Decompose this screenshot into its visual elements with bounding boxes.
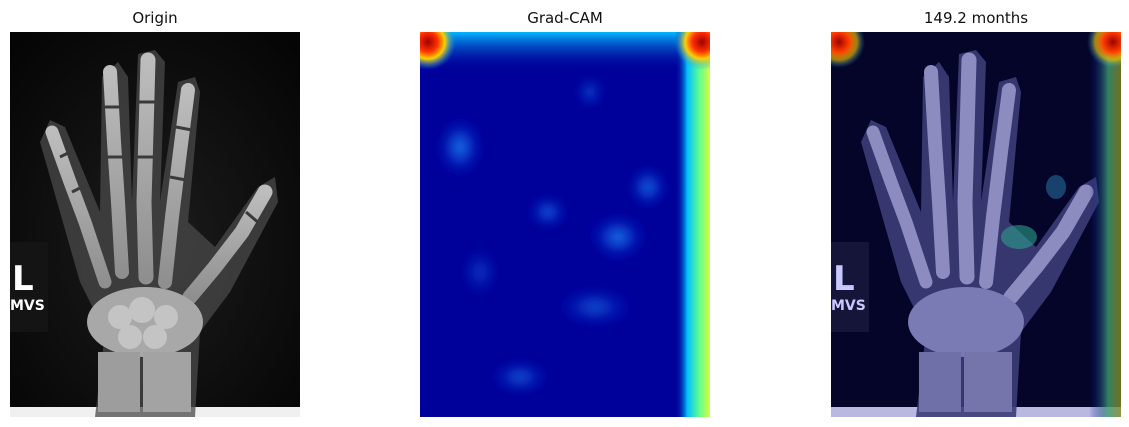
marker-letter: L [12,259,34,299]
overlay-marker-initials: MVS [831,298,866,314]
overlay-image: L MVS [831,32,1121,417]
gradcam-title: Grad-CAM [527,9,603,27]
overlay-marker-letter: L [833,259,855,299]
origin-xray-panel: L MVS [10,32,300,417]
hand-xray-image: L MVS [10,32,300,417]
origin-title: Origin [132,9,178,27]
marker-initials: MVS [10,298,45,314]
heatmap-image [420,32,710,417]
overlay-panel: L MVS [831,32,1121,417]
prediction-title: 149.2 months [923,9,1029,27]
gradcam-panel [420,32,710,417]
